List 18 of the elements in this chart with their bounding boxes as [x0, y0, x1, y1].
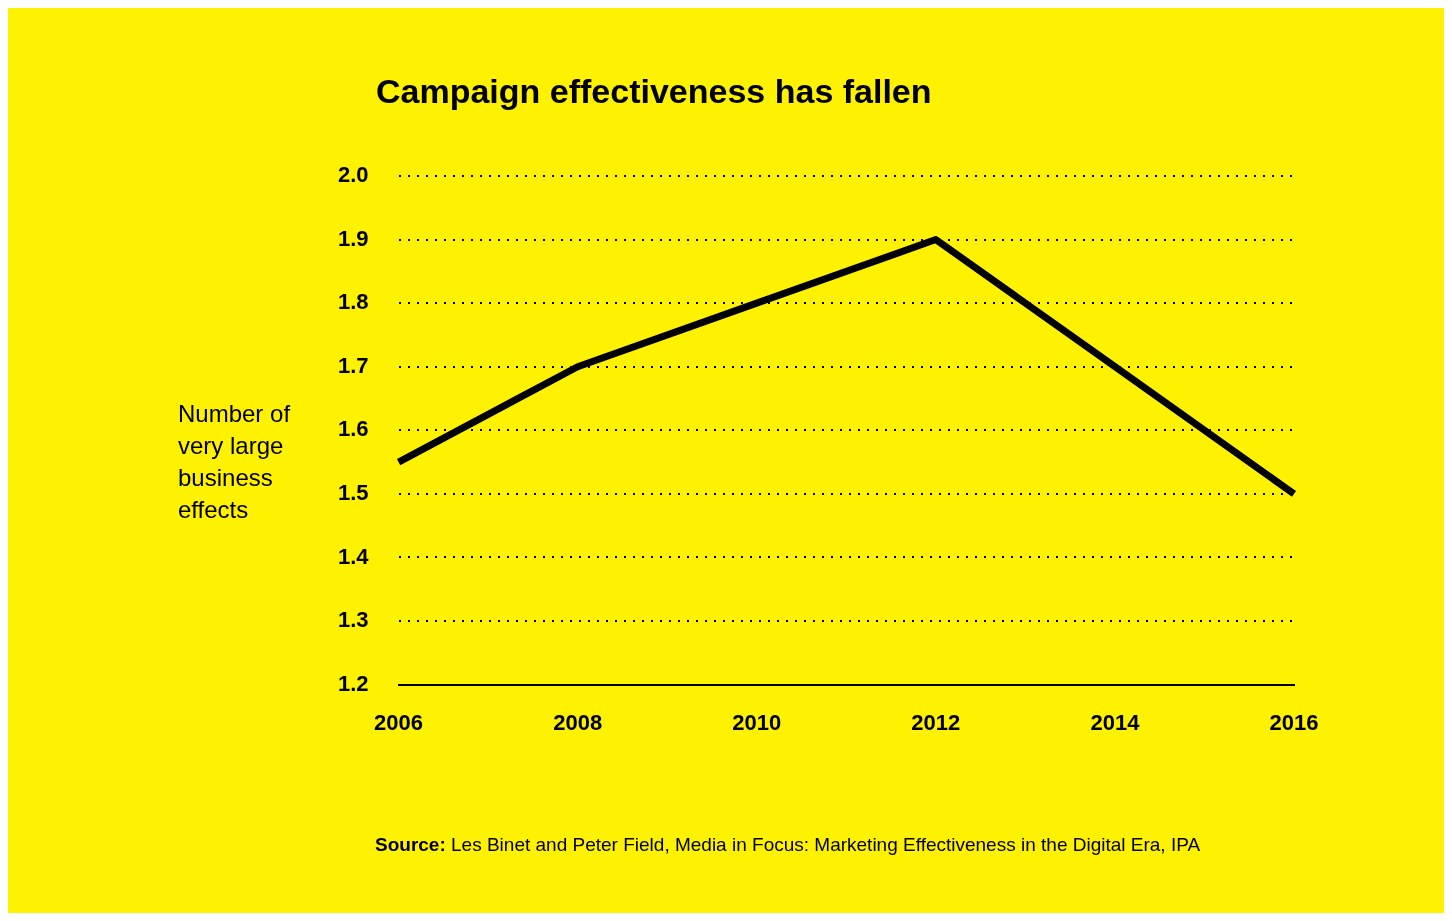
x-tick-label: 2016	[1269, 709, 1319, 735]
x-tick-label: 2012	[911, 709, 961, 735]
y-tick-label: 1.8	[337, 289, 369, 315]
y-axis-title: Number of very large business effects	[178, 399, 292, 525]
y-tick-label: 1.4	[337, 543, 370, 569]
y-tick-label: 1.3	[337, 607, 369, 633]
y-tick-label: 1.9	[337, 225, 369, 251]
chart-title: Campaign effectiveness has fallen	[376, 72, 932, 111]
y-tick-label: 1.2	[337, 670, 369, 696]
x-tick-label: 2008	[553, 709, 603, 735]
x-tick-label: 2010	[732, 709, 782, 735]
y-tick-label: 1.6	[337, 416, 369, 442]
y-tick-label: 1.5	[337, 479, 369, 505]
y-tick-label: 2.0	[337, 162, 369, 188]
x-tick-label: 2014	[1090, 709, 1141, 735]
x-tick-label: 2006	[374, 709, 424, 735]
source-note: Source: Les Binet and Peter Field, Media in Focus: Marketing Effectiveness in the Digital Era, IPA	[375, 834, 1201, 855]
y-tick-label: 1.7	[337, 352, 369, 378]
